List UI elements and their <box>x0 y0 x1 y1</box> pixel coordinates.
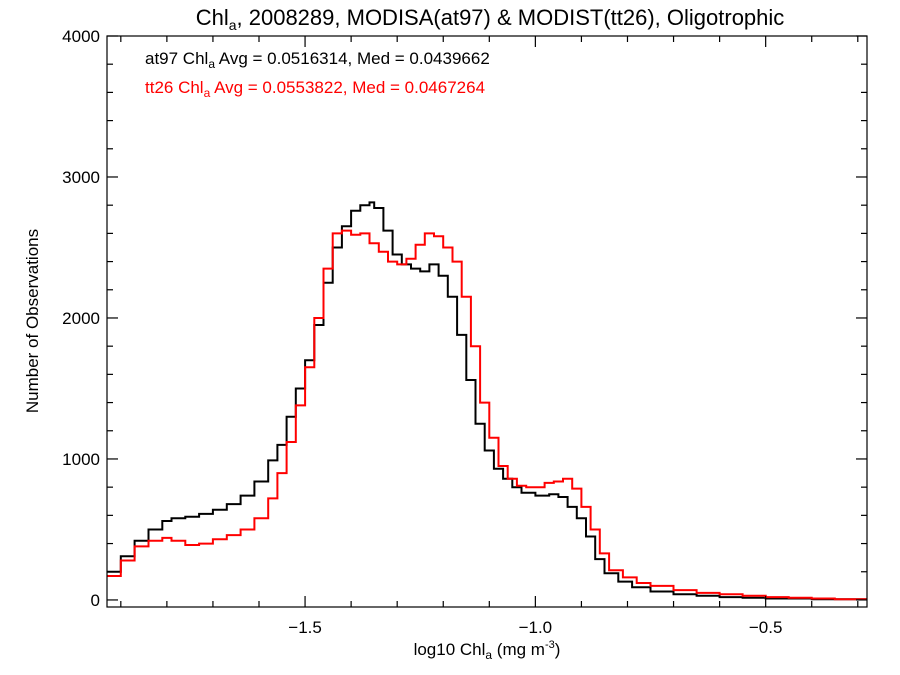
x-tick-label: −1.0 <box>519 618 553 637</box>
stat-line-tt26: tt26 Chla Avg = 0.0553822, Med = 0.04672… <box>145 78 485 100</box>
x-tick-label: −0.5 <box>749 618 783 637</box>
y-tick-label: 2000 <box>62 309 100 328</box>
x-tick-label: −1.5 <box>288 618 322 637</box>
stat-line-at97: at97 Chla Avg = 0.0516314, Med = 0.04396… <box>145 49 490 71</box>
chart-title-subscript: a <box>229 17 237 33</box>
chart-title: Chla, 2008289, MODISA(at97) & MODIST(tt2… <box>196 5 785 33</box>
x-axis-label-prefix: log10 Chl <box>414 640 486 659</box>
chart-title-rest: , 2008289, MODISA(at97) & MODIST(tt26), … <box>237 5 785 30</box>
plot-frame <box>106 35 868 608</box>
y-tick-label: 4000 <box>62 27 100 46</box>
y-tick-label: 0 <box>91 591 100 610</box>
y-tick-label: 3000 <box>62 168 100 187</box>
x-axis-label-suffix: ) <box>555 640 561 659</box>
plot-area <box>107 201 867 601</box>
y-tick-label: 1000 <box>62 450 100 469</box>
chart-title-main: Chl <box>196 5 229 30</box>
y-axis-label: Number of Observations <box>23 229 42 413</box>
x-axis-label: log10 Chla (mg m-3) <box>414 639 561 662</box>
series-line-tt26 <box>107 229 867 601</box>
x-axis-label-superscript: -3 <box>545 639 555 651</box>
axis-ticks: −1.5 −1.0 −0.5 0 1000 2000 3000 4000 <box>62 27 867 637</box>
x-axis-label-subscript: a <box>485 648 492 662</box>
series-line-at97 <box>107 201 867 601</box>
x-axis-label-mid: (mg m <box>492 640 545 659</box>
